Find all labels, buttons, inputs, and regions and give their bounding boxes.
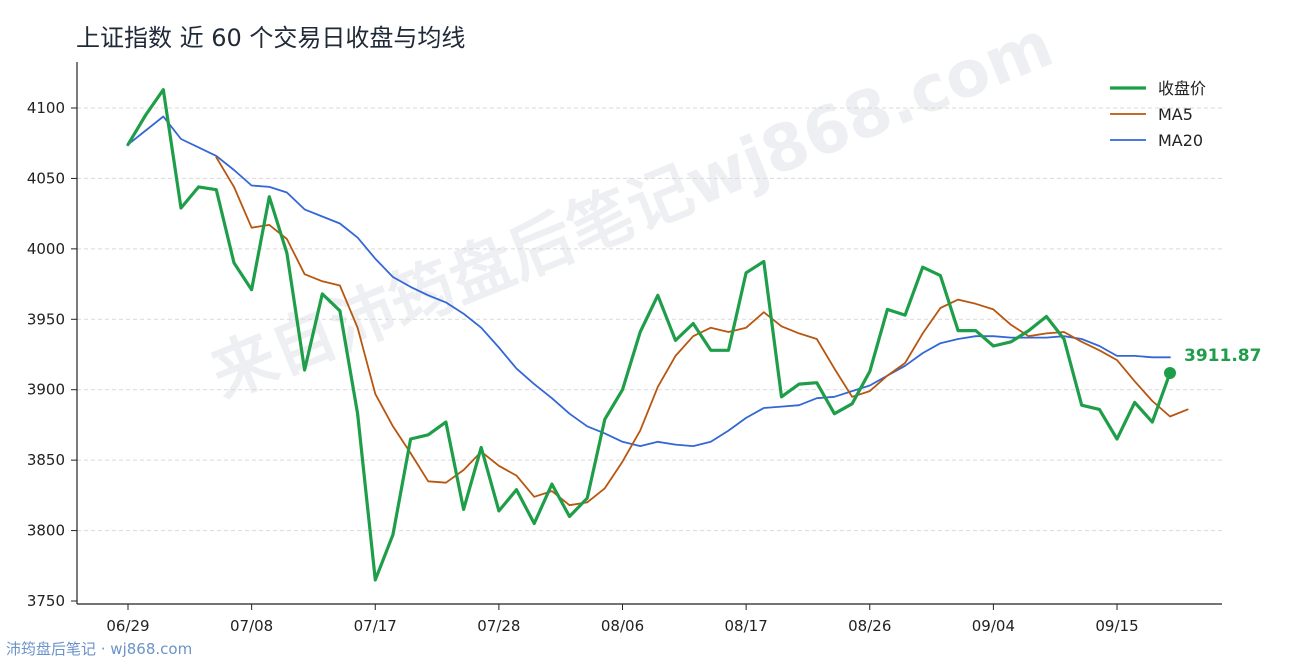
- y-tick-label: 3750: [27, 592, 65, 610]
- legend-label: MA5: [1158, 105, 1193, 124]
- x-tick-label: 07/28: [477, 617, 520, 635]
- x-tick-label: 08/26: [848, 617, 891, 635]
- series-close-line: [126, 88, 1172, 582]
- last-value-annotation: 3911.87: [1164, 346, 1261, 379]
- legend-label: 收盘价: [1158, 79, 1206, 98]
- x-tick-label: 07/17: [354, 617, 397, 635]
- watermark-text: 来自沛筠盘后笔记wj868.com: [201, 8, 1063, 414]
- last-point-marker: [1164, 366, 1176, 379]
- x-tick-label: 09/15: [1095, 617, 1138, 635]
- y-tick-label: 4100: [27, 99, 65, 117]
- last-value-label: 3911.87: [1184, 346, 1261, 366]
- x-tick-label: 08/06: [601, 617, 644, 635]
- x-tick-label: 06/29: [106, 617, 149, 635]
- legend: 收盘价 MA5 MA20: [1110, 79, 1206, 150]
- y-tick-label: 3950: [27, 310, 65, 328]
- legend-label: MA20: [1158, 131, 1203, 150]
- y-tick-label: 3900: [27, 381, 65, 399]
- watermark: 来自沛筠盘后笔记wj868.com: [201, 8, 1063, 414]
- axes: 3750 3800 3850 3900 3950 4000 4050 4100 06/29 07/…: [27, 62, 1222, 635]
- x-tick-label: 08/17: [725, 617, 768, 635]
- footer-source: 沛筠盘后笔记 · wj868.com: [6, 640, 193, 658]
- x-tick-label: 09/04: [972, 617, 1015, 635]
- y-tick-label: 4050: [27, 169, 65, 187]
- series-lines: [126, 88, 1189, 582]
- chart-title: 上证指数 近 60 个交易日收盘与均线: [76, 24, 466, 52]
- y-tick-label: 4000: [27, 240, 65, 258]
- x-tick-label: 07/08: [230, 617, 273, 635]
- y-tick-label: 3850: [27, 451, 65, 469]
- y-tick-label: 3800: [27, 522, 65, 540]
- grid-lines: [77, 107, 1222, 532]
- series-ma20-line: [127, 115, 1171, 447]
